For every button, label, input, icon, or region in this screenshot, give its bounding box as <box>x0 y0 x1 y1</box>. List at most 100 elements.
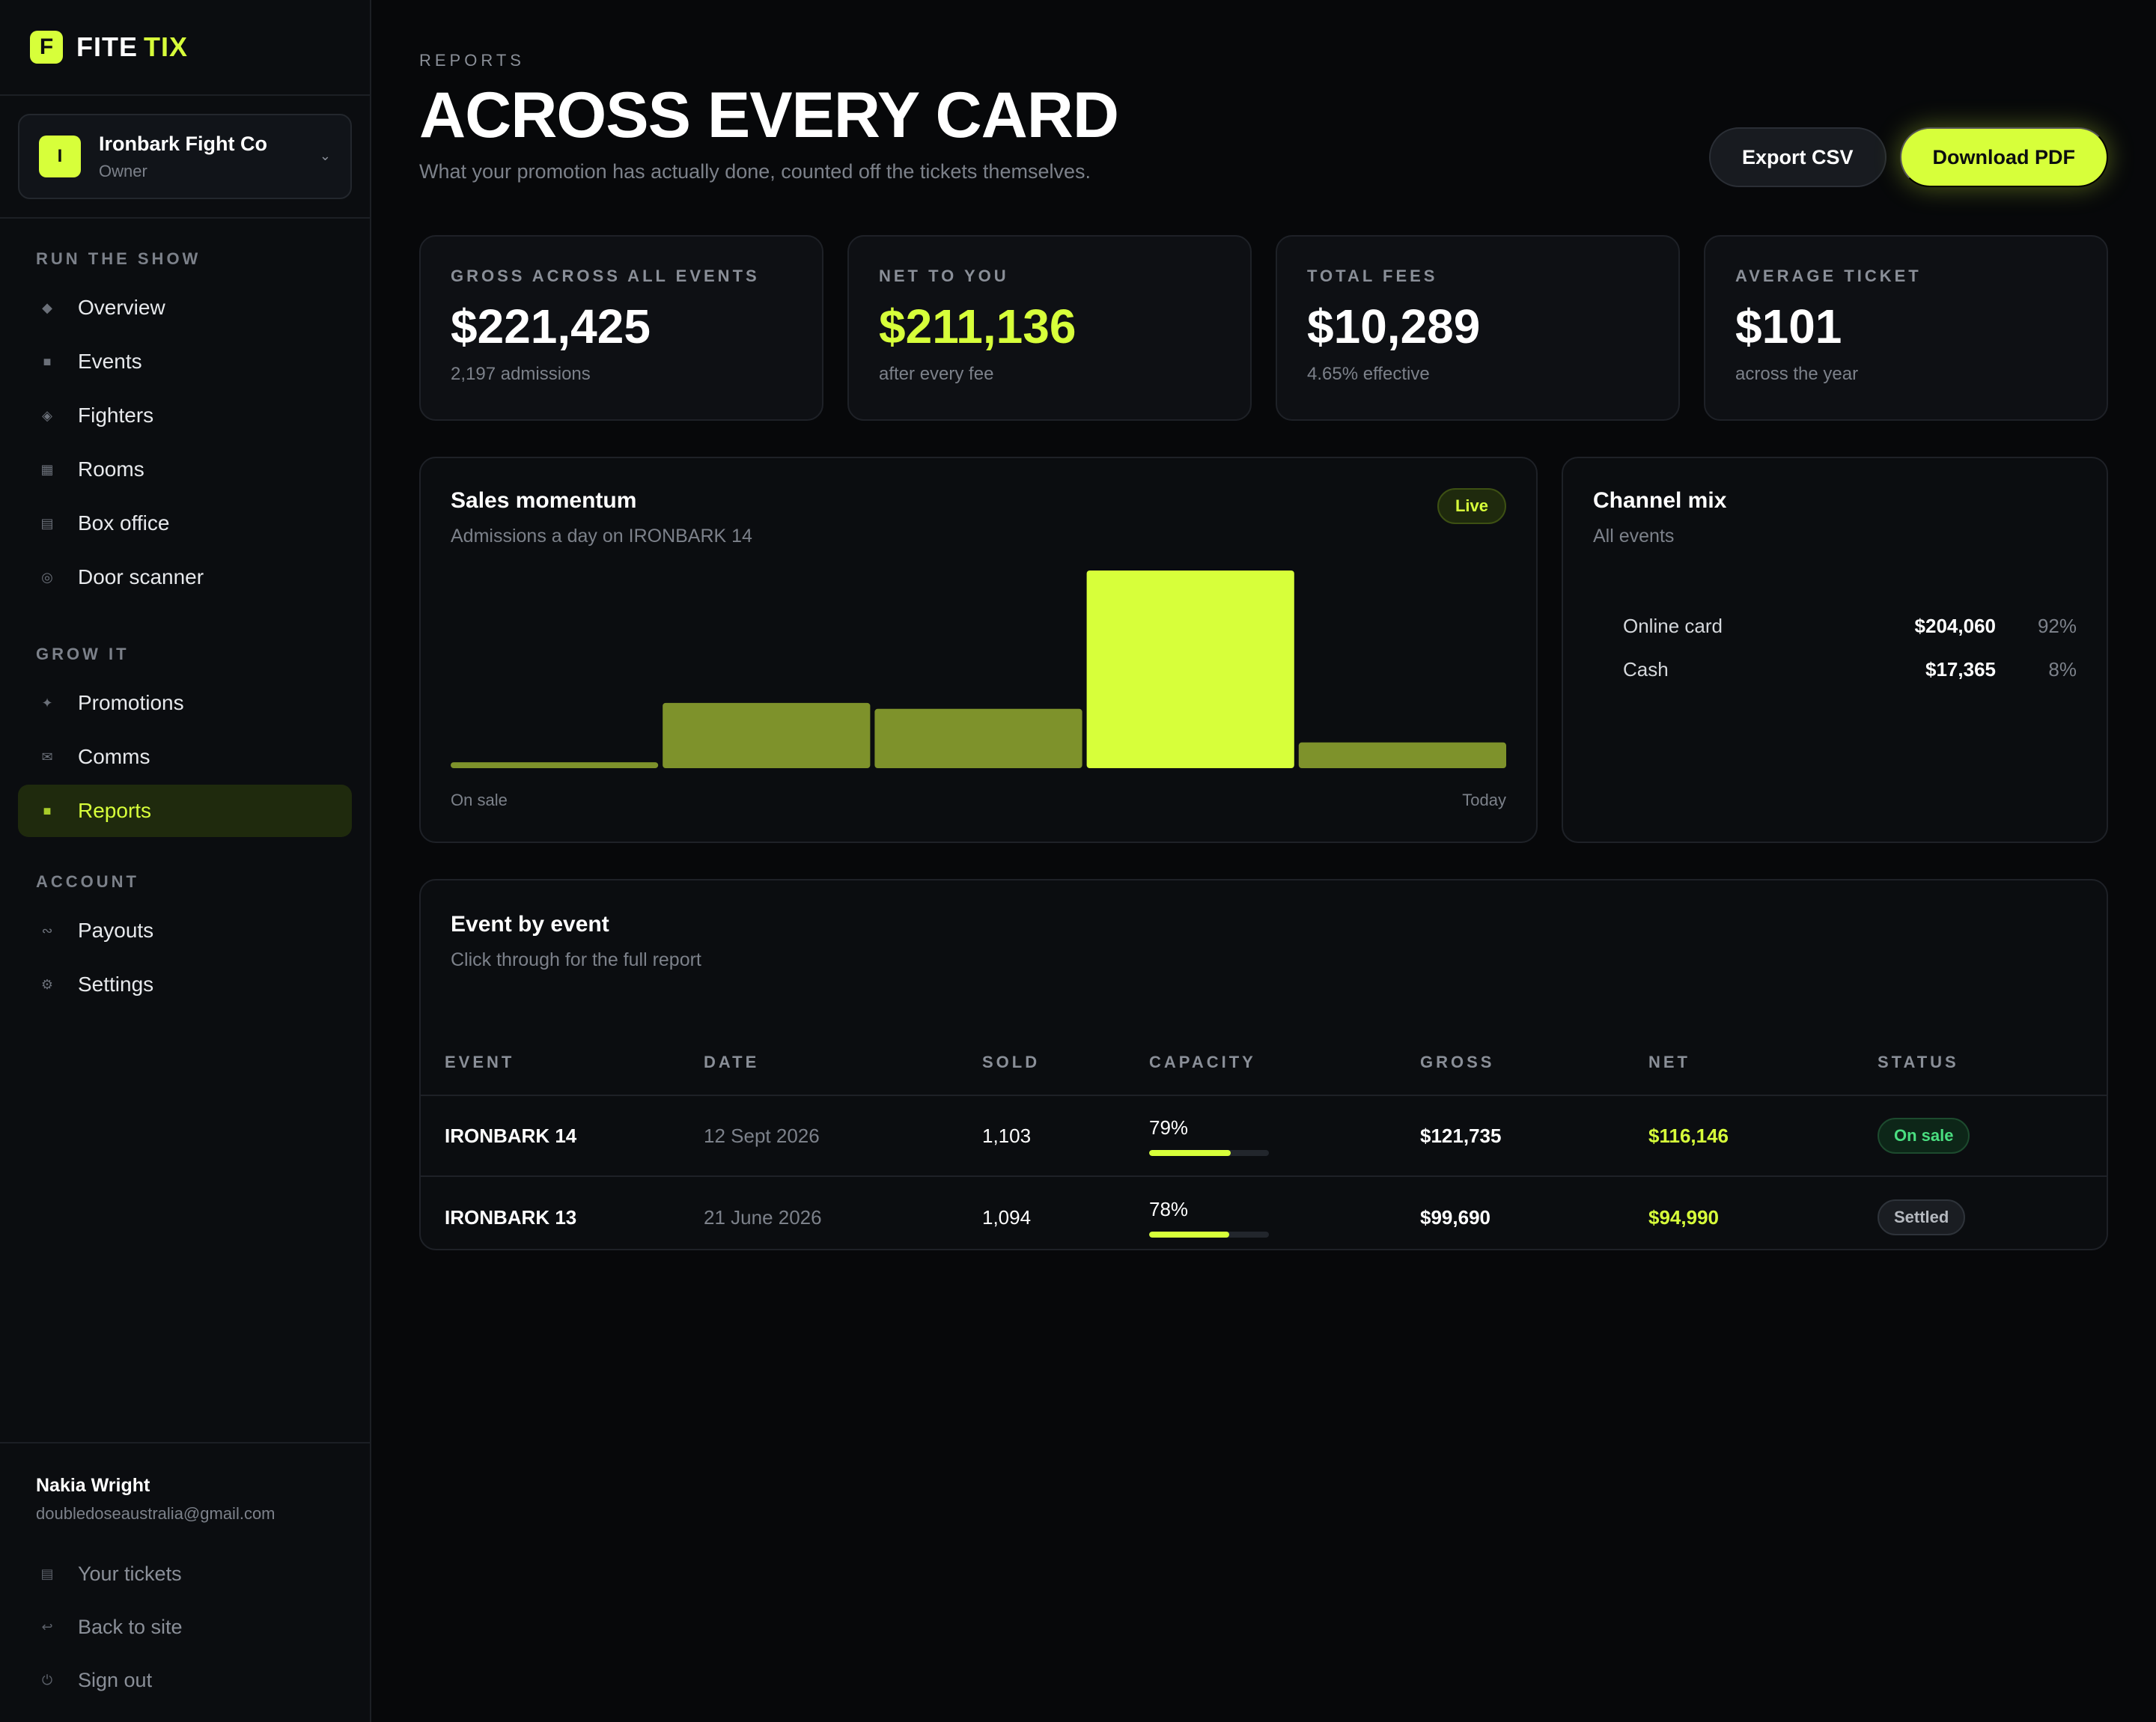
kpi-sub: 2,197 admissions <box>451 364 591 384</box>
kpi-card-fees: TOTAL FEES $10,289 4.65% effective <box>1276 235 1680 421</box>
brand-name-part2: TIX <box>144 31 189 62</box>
chart-bar-4 <box>1086 571 1294 768</box>
chart-bar-1 <box>451 762 659 768</box>
sales-momentum-title: Sales momentum <box>451 488 637 513</box>
user-link-label: Your tickets <box>78 1563 182 1585</box>
power-icon: ⏻ <box>41 1673 53 1688</box>
event-gross: $99,690 <box>1420 1205 1490 1229</box>
capacity-percent: 78% <box>1149 1197 1189 1220</box>
event-name[interactable]: IRONBARK 13 <box>445 1205 577 1229</box>
channel-percent: 8% <box>2048 657 2077 681</box>
channel-percent: 92% <box>2037 614 2077 637</box>
sidebar-item-label: Events <box>78 350 142 373</box>
channel-mix-subtitle: All events <box>1593 526 1675 547</box>
table-row[interactable]: IRONBARK 14 12 Sept 2026 1,103 79% $121,… <box>421 1096 2107 1177</box>
nav-section-account: ACCOUNT ∾ Payouts ⚙ Settings <box>0 867 370 1011</box>
channel-mix-row: Online card $204,060 92% <box>1623 604 2077 648</box>
event-sold: 1,103 <box>982 1124 1032 1147</box>
table-row[interactable]: IRONBARK 13 21 June 2026 1,094 78% $99,6… <box>421 1177 2107 1258</box>
sidebar-item-payouts[interactable]: ∾ Payouts <box>18 904 352 957</box>
kpi-card-average-ticket: AVERAGE TICKET $101 across the year <box>1704 235 2108 421</box>
rooms-icon: ▦ <box>40 461 54 477</box>
event-table-card: Event by event Click through for the ful… <box>419 879 2108 1250</box>
chart-bar-2 <box>663 702 871 768</box>
event-table-title: Event by event <box>451 912 609 937</box>
channel-name: Online card <box>1623 614 1723 637</box>
event-capacity: 79% <box>1149 1116 1420 1156</box>
kpi-value: $101 <box>1735 299 1842 353</box>
sidebar-item-label: Comms <box>78 745 150 768</box>
sidebar-item-door-scanner[interactable]: ◎ Door scanner <box>18 551 352 603</box>
download-pdf-button[interactable]: Download PDF <box>1899 127 2108 187</box>
event-table-header: Event by event Click through for the ful… <box>421 880 2107 971</box>
sidebar-item-box-office[interactable]: ▤ Box office <box>18 497 352 550</box>
column-header-net[interactable]: NET <box>1648 1053 1690 1071</box>
sidebar: F FITE TIX I Ironbark Fight Co Owner ⌄ RU… <box>0 0 371 1722</box>
sidebar-item-comms[interactable]: ✉ Comms <box>18 731 352 783</box>
org-text: Ironbark Fight Co Owner <box>99 133 267 181</box>
user-name: Nakia Wright <box>36 1475 150 1496</box>
kpi-label: AVERAGE TICKET <box>1735 267 1922 285</box>
reports-icon: ■ <box>43 803 52 818</box>
capacity-bar-fill <box>1149 1149 1231 1156</box>
sidebar-item-overview[interactable]: ◆ Overview <box>18 282 352 334</box>
sidebar-item-promotions[interactable]: ✦ Promotions <box>18 677 352 729</box>
brand-logo-icon: F <box>30 31 63 64</box>
kpi-card-gross: GROSS ACROSS ALL EVENTS $221,425 2,197 a… <box>419 235 823 421</box>
column-header-capacity[interactable]: CAPACITY <box>1149 1053 1256 1071</box>
ticket-icon: ▤ <box>40 1566 54 1581</box>
payouts-icon: ∾ <box>41 922 53 938</box>
org-switcher[interactable]: I Ironbark Fight Co Owner ⌄ <box>18 114 352 199</box>
user-link-label: Back to site <box>78 1616 183 1638</box>
export-csv-button[interactable]: Export CSV <box>1708 127 1886 187</box>
column-header-gross[interactable]: GROSS <box>1420 1053 1495 1071</box>
sidebar-item-events[interactable]: ■ Events <box>18 335 352 388</box>
sales-momentum-subtitle: Admissions a day on IRONBARK 14 <box>451 526 752 547</box>
column-header-date[interactable]: DATE <box>704 1053 760 1071</box>
sidebar-item-reports[interactable]: ■ Reports <box>18 785 352 837</box>
box-office-icon: ▤ <box>40 515 54 531</box>
capacity-percent: 79% <box>1149 1116 1189 1139</box>
sidebar-item-fighters[interactable]: ◈ Fighters <box>18 389 352 442</box>
event-name[interactable]: IRONBARK 14 <box>445 1124 577 1147</box>
back-to-site-link[interactable]: ↩ Back to site <box>18 1601 352 1654</box>
kpi-sub: 4.65% effective <box>1307 364 1430 384</box>
nav-heading: ACCOUNT <box>36 872 139 891</box>
kpi-value: $221,425 <box>451 299 651 353</box>
chart-start-label: On sale <box>451 791 508 809</box>
sparkle-icon: ✦ <box>41 695 53 711</box>
sidebar-item-label: Door scanner <box>78 565 204 588</box>
sidebar-item-rooms[interactable]: ▦ Rooms <box>18 443 352 496</box>
your-tickets-link[interactable]: ▤ Your tickets <box>18 1548 352 1601</box>
event-sold: 1,094 <box>982 1205 1032 1229</box>
nav-section-grow-it: GROW IT ✦ Promotions ✉ Comms ■ Reports <box>0 639 370 837</box>
sign-out-link[interactable]: ⏻ Sign out <box>18 1654 352 1707</box>
sidebar-item-label: Overview <box>78 296 165 319</box>
brand[interactable]: F FITE TIX <box>0 0 370 96</box>
user-link-label: Sign out <box>78 1669 153 1691</box>
kpi-row: GROSS ACROSS ALL EVENTS $221,425 2,197 a… <box>419 235 2108 421</box>
chart-bar-3 <box>874 708 1082 768</box>
event-date: 12 Sept 2026 <box>704 1124 820 1147</box>
event-status-cell: On sale <box>1878 1118 2107 1154</box>
sidebar-item-label: Promotions <box>78 691 184 714</box>
user-email: doubledoseaustralia@gmail.com <box>36 1504 275 1523</box>
page-subtitle: What your promotion has actually done, c… <box>419 160 1091 183</box>
sidebar-item-label: Settings <box>78 973 154 996</box>
page-header: REPORTS ACROSS EVERY CARD What your prom… <box>419 0 2108 235</box>
org-name: Ironbark Fight Co <box>99 132 267 155</box>
capacity-bar <box>1149 1149 1269 1156</box>
channel-name: Cash <box>1623 657 1669 681</box>
sidebar-nav: RUN THE SHOW ◆ Overview ■ Events ◈ Fight… <box>0 244 370 1011</box>
column-header-status[interactable]: STATUS <box>1878 1053 1959 1071</box>
nav-section-run-the-show: RUN THE SHOW ◆ Overview ■ Events ◈ Fight… <box>0 244 370 603</box>
sidebar-item-settings[interactable]: ⚙ Settings <box>18 958 352 1011</box>
chart-axis-labels: On sale Today <box>451 791 1506 810</box>
sidebar-item-label: Reports <box>78 799 152 822</box>
column-header-event[interactable]: EVENT <box>445 1053 515 1071</box>
sidebar-item-label: Box office <box>78 511 170 535</box>
kpi-label: TOTAL FEES <box>1307 267 1438 285</box>
column-header-sold[interactable]: SOLD <box>982 1053 1041 1071</box>
capacity-bar <box>1149 1231 1269 1238</box>
